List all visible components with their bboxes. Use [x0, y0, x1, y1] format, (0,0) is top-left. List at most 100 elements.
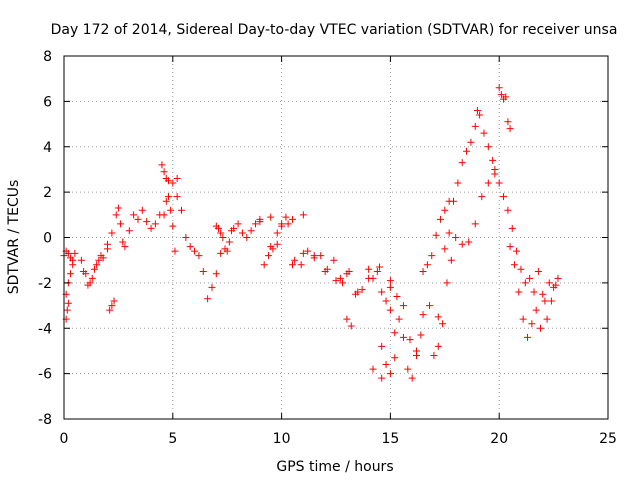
data-point [432, 231, 440, 239]
data-point [169, 179, 177, 187]
data-point [273, 229, 281, 237]
data-point [114, 204, 122, 212]
data-point [458, 159, 466, 167]
data-point [278, 222, 286, 230]
data-point [151, 220, 159, 228]
chart-title: Day 172 of 2014, Sidereal Day-to-day VTE… [51, 22, 618, 38]
data-point [465, 238, 473, 246]
data-point [130, 211, 138, 219]
data-point [386, 370, 394, 378]
data-point [391, 329, 399, 337]
data-point [214, 224, 222, 232]
data-point [352, 290, 360, 298]
data-point [413, 351, 421, 359]
data-point [526, 274, 534, 282]
data-point [515, 288, 523, 296]
data-point [164, 177, 172, 185]
y-tick-label: 0 [43, 231, 52, 247]
data-point [545, 279, 553, 287]
data-point [212, 270, 220, 278]
data-point [391, 354, 399, 362]
data-point [554, 274, 562, 282]
data-point [495, 84, 503, 92]
data-point [369, 274, 377, 282]
data-point [443, 279, 451, 287]
y-axis-label: SDTVAR / TECUs [6, 180, 22, 295]
data-point [119, 238, 127, 246]
data-point [84, 281, 92, 289]
data-point [419, 311, 427, 319]
data-point [423, 261, 431, 269]
data-point [476, 111, 484, 119]
data-point [484, 143, 492, 151]
data-point [95, 256, 103, 264]
data-point [251, 220, 259, 228]
data-point [265, 252, 273, 260]
y-tick-label: 8 [43, 49, 52, 65]
data-point [164, 193, 172, 201]
y-tick-label: 4 [43, 140, 52, 156]
data-point [282, 213, 290, 221]
y-tick-label: 6 [43, 94, 52, 110]
data-point [191, 247, 199, 255]
data-point [64, 249, 72, 257]
data-point [234, 220, 242, 228]
data-point [158, 161, 166, 169]
data-point [500, 193, 508, 201]
x-tick-label: 10 [273, 431, 291, 447]
data-point [217, 249, 225, 257]
data-point [143, 218, 151, 226]
data-point [297, 261, 305, 269]
data-point [225, 238, 233, 246]
data-point [238, 229, 246, 237]
data-point [386, 306, 394, 314]
data-point [532, 306, 540, 314]
data-point [369, 365, 377, 373]
data-point [358, 286, 366, 294]
data-point [182, 234, 190, 241]
data-point [463, 147, 471, 155]
data-point [69, 261, 77, 269]
data-point [267, 213, 275, 221]
data-point [339, 279, 347, 287]
data-point [90, 265, 98, 273]
data-point [378, 342, 386, 350]
data-point [93, 261, 101, 269]
data-point [147, 224, 155, 232]
data-point [550, 283, 558, 291]
data-point [547, 297, 555, 305]
data-point [452, 234, 460, 241]
data-point [173, 193, 181, 201]
data-point [345, 268, 353, 276]
data-point [417, 331, 425, 339]
data-point [404, 365, 412, 373]
data-point [419, 268, 427, 276]
data-point [541, 297, 549, 305]
data-point [97, 252, 105, 260]
x-axis-label: GPS time / hours [276, 459, 393, 475]
data-point [408, 374, 416, 382]
x-tick-label: 20 [490, 431, 508, 447]
data-point [426, 302, 434, 310]
data-point [523, 333, 531, 341]
data-point [256, 215, 264, 223]
data-point [445, 229, 453, 237]
data-point [273, 240, 281, 248]
data-point [534, 268, 542, 276]
data-point [521, 279, 529, 287]
y-tick-label: -6 [38, 367, 52, 383]
data-point [223, 247, 231, 255]
data-point [134, 215, 142, 223]
data-point [112, 211, 120, 219]
data-point [121, 243, 129, 251]
data-point [217, 229, 225, 237]
data-point [332, 277, 340, 285]
data-point [519, 315, 527, 323]
data-point [162, 197, 170, 205]
data-point [502, 93, 510, 101]
data-point [439, 320, 447, 328]
data-point [471, 122, 479, 130]
data-point [513, 247, 521, 255]
x-tick-label: 15 [381, 431, 399, 447]
